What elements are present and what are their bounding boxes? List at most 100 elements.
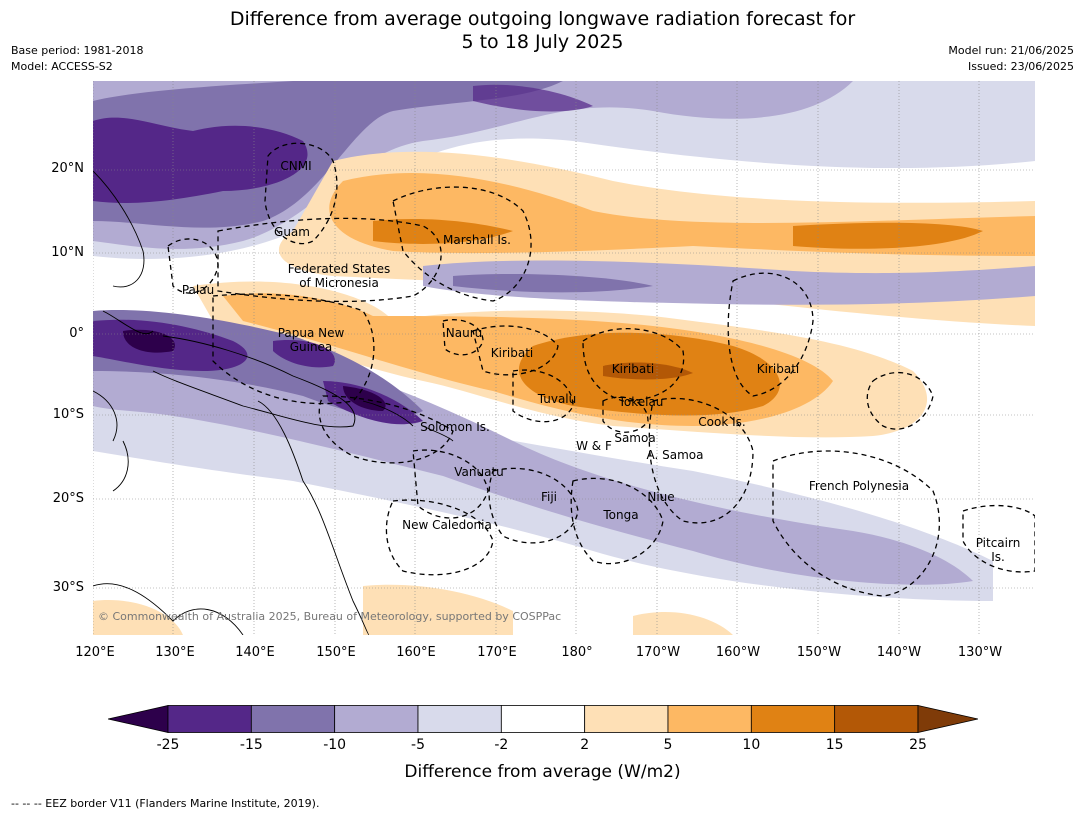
lon-label-170w: 170°W — [635, 645, 681, 660]
place-label-fiji: Fiji — [540, 490, 558, 504]
coast-borneo-sulawesi — [93, 390, 129, 492]
eez-tokelau — [602, 396, 649, 433]
coast-solomons — [362, 400, 454, 442]
eez-new-caledonia — [385, 499, 494, 576]
map-title: Difference from average outgoing longwav… — [0, 8, 1085, 54]
eez-borders — [167, 142, 1035, 597]
place-label-tonga: Tonga — [603, 508, 639, 522]
lat-label-30s: 30°S — [52, 580, 84, 595]
lon-label-140e: 140°E — [235, 645, 275, 660]
title-line-2: 5 to 18 July 2025 — [461, 31, 624, 53]
colorbar-tick-label: -15 — [239, 737, 263, 753]
place-label-guam: Guam — [274, 225, 310, 239]
eez-kiribati-east — [727, 272, 814, 397]
meta-left: Base period: 1981-2018 Model: ACCESS-S2 — [11, 43, 143, 75]
place-label-fsm-line2: of Micronesia — [299, 276, 379, 290]
place-label-fsm-line1: Federated States — [287, 262, 391, 276]
lon-label-160e: 160°E — [396, 645, 436, 660]
lon-label-170e: 170°E — [477, 645, 517, 660]
place-label-solomon: Solomon Is. — [420, 420, 490, 434]
place-label-nauru: Nauru — [445, 326, 483, 340]
base-period: Base period: 1981-2018 — [11, 44, 144, 57]
place-label-tokelau: Tokelau — [618, 395, 664, 409]
place-label-fsm: Federated States of Micronesia — [288, 262, 390, 290]
colorbar-tick-label: -2 — [494, 737, 509, 753]
place-label-marshall: Marshall Is. — [443, 233, 511, 247]
place-label-american-samoa: A. Samoa — [646, 448, 704, 462]
colorbar-tick-label: -25 — [156, 737, 180, 753]
place-label-png: Papua New Guinea — [278, 326, 345, 354]
coast-philippines — [93, 170, 154, 335]
anomaly-region-north-core-2 — [473, 84, 593, 112]
eez-png — [212, 293, 375, 405]
place-label-vanuatu: Vanuatu — [454, 465, 504, 479]
eez-marshall — [392, 186, 532, 302]
colorbar-swatch — [167, 705, 252, 733]
place-label-tuvalu: Tuvalu — [537, 392, 577, 406]
place-label-samoa: Samoa — [614, 431, 656, 445]
lon-label-150w: 150°W — [796, 645, 842, 660]
colorbar-swatch — [834, 705, 919, 733]
eez-tonga-niue — [570, 477, 664, 565]
colorbar-tick-label: -10 — [323, 737, 347, 753]
colorbar-swatch — [417, 705, 502, 733]
colorbar-tick-label: 10 — [742, 737, 761, 753]
anomaly-region-eq-stripe-dark — [453, 274, 653, 293]
lat-label-0: 0° — [69, 326, 84, 341]
graticule — [93, 81, 1035, 635]
forecast-map — [93, 81, 1035, 635]
lat-label-10s: 10°S — [52, 407, 84, 422]
colorbar-swatch — [667, 705, 752, 733]
place-label-png-line2: Guinea — [289, 340, 333, 354]
eez-cnmi-guam — [264, 142, 338, 245]
eez-french-polynesia — [772, 450, 940, 597]
colorbar-extend-low — [108, 705, 169, 733]
lon-label-150e: 150°E — [316, 645, 356, 660]
anomaly-region-tropical-core — [603, 362, 693, 380]
lon-label-120e: 120°E — [75, 645, 115, 660]
lat-label-20s: 20°S — [52, 491, 84, 506]
place-label-new-caledonia: New Caledonia — [402, 518, 492, 532]
coast-new-guinea — [152, 335, 356, 428]
title-line-1: Difference from average outgoing longwav… — [229, 8, 856, 30]
eez-nauru — [442, 319, 484, 356]
colorbar-swatch — [334, 705, 419, 733]
colorbar-swatch — [250, 705, 336, 733]
meta-right: Model run: 21/06/2025 Issued: 23/06/2025 — [948, 43, 1074, 75]
place-label-kiribati-east: Kiribati — [756, 362, 800, 376]
place-label-kiribati-west: Kiribati — [490, 346, 534, 360]
anomaly-region-south-patch — [93, 584, 733, 635]
place-label-cnmi: CNMI — [280, 159, 312, 173]
colorbar-tick-label: 2 — [580, 737, 590, 753]
lon-label-140w: 140°W — [876, 645, 922, 660]
lon-label-160w: 160°W — [715, 645, 761, 660]
place-label-niue: Niue — [647, 490, 675, 504]
copyright-notice: © Commonwealth of Australia 2025, Bureau… — [98, 610, 562, 623]
eez-vanuatu — [412, 449, 489, 519]
colorbar-tick-label: 15 — [825, 737, 844, 753]
eez-footnote: -- -- -- EEZ border V11 (Flanders Marine… — [11, 797, 320, 810]
eez-cook — [648, 397, 754, 524]
lon-label-130w: 130°W — [957, 645, 1003, 660]
issued-date: Issued: 23/06/2025 — [967, 60, 1074, 73]
anomaly-region-wpac-extreme — [123, 329, 386, 411]
colorbar-swatch — [500, 705, 586, 733]
anomaly-region-eq-stripe — [423, 260, 1035, 305]
eez-pitcairn — [962, 504, 1035, 573]
colorbar-tick-label: 5 — [663, 737, 673, 753]
colorbar-tick-label: 25 — [909, 737, 927, 753]
colorbar-tick-label: -5 — [411, 737, 425, 753]
eez-kiribati-central — [582, 328, 685, 402]
coast-australia — [93, 400, 370, 635]
eez-fp-north — [866, 371, 934, 430]
coastlines — [93, 170, 454, 635]
lat-label-20n: 20°N — [51, 161, 84, 176]
place-label-pitcairn-line1: Pitcairn — [975, 536, 1021, 550]
olr-anomaly-field — [93, 81, 1035, 635]
place-label-palau: Palau — [181, 283, 215, 297]
lon-label-130e: 130°E — [155, 645, 195, 660]
colorbar-swatch — [750, 705, 836, 733]
place-label-cook: Cook Is. — [698, 415, 746, 429]
eez-fsm — [217, 217, 442, 303]
lon-label-180: 180° — [561, 645, 593, 660]
